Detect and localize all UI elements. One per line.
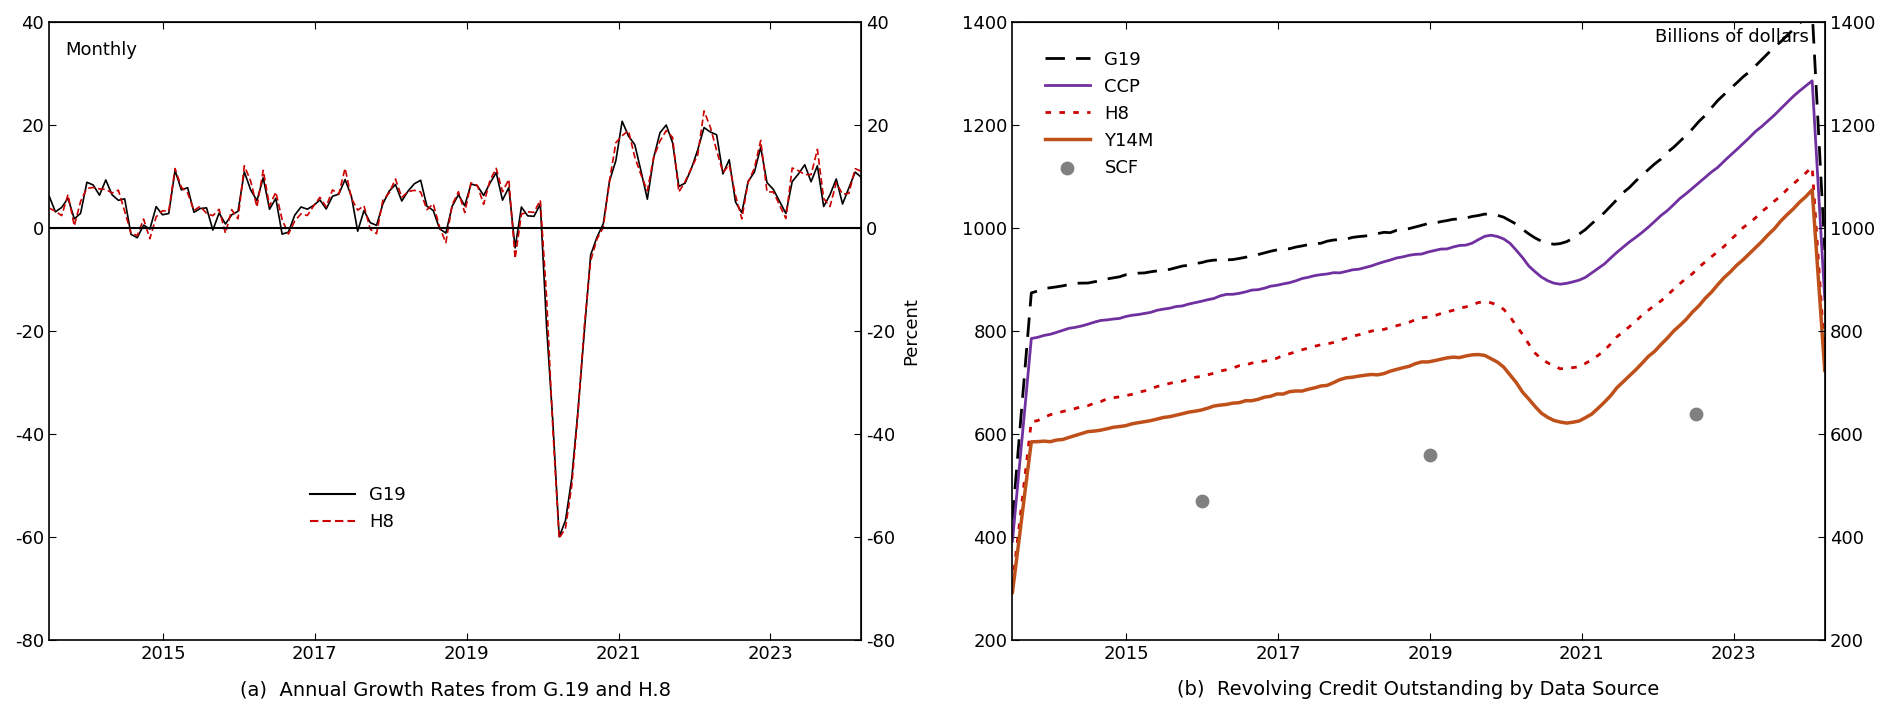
- Line: G19: G19: [49, 121, 861, 537]
- Line: H8: H8: [49, 111, 861, 538]
- G19: [383, 180, 406, 188]
- H8: [1220, 363, 1243, 372]
- Legend: G19, CCP, H8, Y14M, SCF: G19, CCP, H8, Y14M, SCF: [1037, 44, 1160, 184]
- Legend: G19, H8: G19, H8: [302, 479, 414, 538]
- Y14M: [1536, 413, 1558, 422]
- X-axis label: (b)  Revolving Credit Outstanding by Data Source: (b) Revolving Credit Outstanding by Data…: [1177, 680, 1659, 699]
- CCP: [1800, 76, 1823, 85]
- CCP: [1347, 265, 1370, 273]
- Line: Y14M: Y14M: [1013, 190, 1823, 593]
- CCP: [1598, 253, 1621, 262]
- H8: [680, 164, 703, 172]
- Y14M: [1598, 391, 1621, 400]
- G19: [1001, 516, 1024, 524]
- G19: [459, 180, 482, 188]
- G19: [850, 173, 873, 181]
- CCP: [1536, 276, 1558, 285]
- G19: [610, 117, 633, 126]
- Text: Billions of dollars: Billions of dollars: [1653, 28, 1808, 46]
- G19: [1598, 202, 1621, 211]
- H8: [38, 203, 60, 212]
- X-axis label: (a)  Annual Growth Rates from G.19 and H.8: (a) Annual Growth Rates from G.19 and H.…: [240, 680, 671, 699]
- G19: [1422, 219, 1445, 228]
- Line: CCP: CCP: [1013, 81, 1823, 541]
- H8: [459, 178, 482, 187]
- H8: [259, 202, 281, 211]
- G19: [686, 146, 708, 154]
- CCP: [1636, 223, 1659, 231]
- H8: [383, 175, 406, 183]
- CCP: [1812, 295, 1834, 303]
- SCF: [1415, 449, 1445, 461]
- G19: [648, 129, 671, 137]
- H8: [1812, 351, 1834, 360]
- H8: [580, 256, 603, 265]
- H8: [693, 106, 716, 115]
- H8: [1598, 340, 1621, 348]
- H8: [1422, 311, 1445, 320]
- CCP: [1001, 537, 1024, 545]
- G19: [580, 251, 603, 259]
- Y14M: [1422, 356, 1445, 365]
- H8: [850, 167, 873, 176]
- H8: [642, 153, 665, 161]
- Line: G19: G19: [1013, 11, 1823, 520]
- G19: [1812, 246, 1834, 254]
- G19: [1220, 256, 1243, 264]
- G19: [548, 533, 570, 541]
- Y14M: [1800, 186, 1823, 194]
- G19: [38, 191, 60, 200]
- CCP: [1220, 290, 1243, 298]
- Line: H8: H8: [1013, 167, 1823, 584]
- G19: [259, 205, 281, 213]
- G19: [1800, 6, 1823, 15]
- Y14M: [1347, 372, 1370, 381]
- H8: [1800, 163, 1823, 171]
- G19: [1636, 165, 1659, 174]
- Y14M: [1812, 366, 1834, 375]
- Y14M: [1001, 588, 1024, 597]
- H8: [1347, 331, 1370, 339]
- H8: [548, 534, 570, 543]
- H8: [1001, 580, 1024, 588]
- Y14M: [1636, 352, 1659, 361]
- H8: [1536, 358, 1558, 367]
- Y-axis label: Percent: Percent: [903, 297, 920, 365]
- Text: Monthly: Monthly: [66, 41, 138, 59]
- Y14M: [1220, 399, 1243, 408]
- SCF: [1679, 408, 1710, 419]
- CCP: [1422, 246, 1445, 255]
- SCF: [1186, 496, 1217, 507]
- G19: [1347, 232, 1370, 241]
- H8: [1636, 306, 1659, 314]
- G19: [1536, 239, 1558, 248]
